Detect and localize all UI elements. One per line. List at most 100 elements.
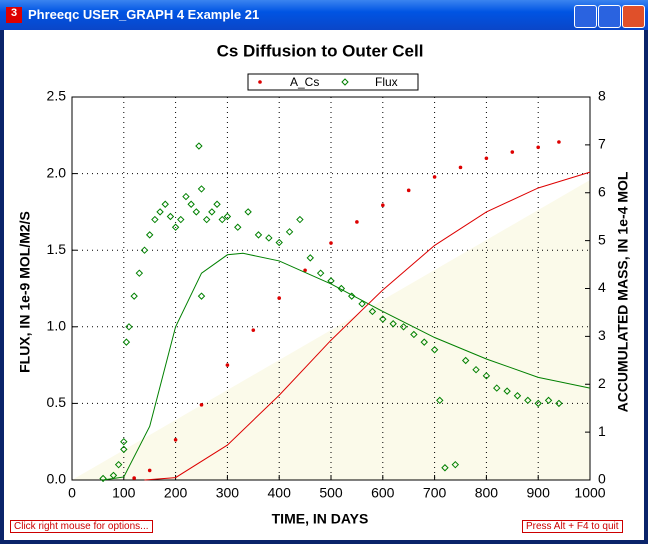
data-point xyxy=(140,246,149,254)
data-point xyxy=(251,328,256,332)
data-point xyxy=(223,212,232,221)
x-tick-label: 100 xyxy=(112,485,136,501)
x-tick-label: 500 xyxy=(319,485,343,501)
data-point xyxy=(493,384,501,392)
data-point xyxy=(458,165,463,170)
data-point xyxy=(389,320,397,328)
data-point xyxy=(358,300,366,308)
minimize-button[interactable] xyxy=(574,5,597,28)
hint-left: Click right mouse for options... xyxy=(10,520,153,533)
data-point xyxy=(265,234,273,242)
data-point xyxy=(461,356,470,365)
data-point xyxy=(114,460,123,469)
data-point xyxy=(195,142,203,150)
x-tick-label: 800 xyxy=(475,485,499,501)
y-tick-label: 2.5 xyxy=(47,88,67,104)
y-axis-label: FLUX, IN 1e-9 MOL/M2/S xyxy=(17,211,33,373)
legend-marker xyxy=(258,80,262,84)
x-axis-label: TIME, IN DAYS xyxy=(272,511,369,527)
y-tick-label: 2.0 xyxy=(47,164,67,180)
data-point xyxy=(544,396,553,405)
data-point xyxy=(147,468,152,473)
data-point xyxy=(534,399,542,408)
data-point xyxy=(234,223,242,231)
data-point xyxy=(503,387,511,395)
data-point xyxy=(202,215,211,224)
data-point xyxy=(99,474,107,483)
data-point xyxy=(145,231,154,239)
title-bar: 3 Phreeqc USER_GRAPH 4 Example 21 xyxy=(0,0,648,30)
data-point xyxy=(122,338,131,346)
data-point xyxy=(177,215,185,224)
data-point xyxy=(410,330,418,339)
y2-tick-label: 3 xyxy=(598,327,606,343)
chart: Cs Diffusion to Outer Cell TIME, IN DAYS… xyxy=(4,30,644,540)
data-point xyxy=(166,212,175,221)
data-point xyxy=(161,200,169,208)
x-tick-label: 600 xyxy=(371,485,395,501)
data-point xyxy=(337,284,346,293)
data-point xyxy=(536,145,540,150)
data-point xyxy=(275,238,283,247)
data-point xyxy=(472,365,480,374)
data-point xyxy=(406,188,411,193)
y2-tick-label: 4 xyxy=(598,279,606,295)
data-point xyxy=(213,200,221,208)
data-point xyxy=(482,372,491,380)
data-point xyxy=(225,363,230,367)
y-tick-label: 1.0 xyxy=(47,318,67,334)
y2-tick-label: 6 xyxy=(598,183,606,199)
x-tick-label: 1000 xyxy=(574,485,605,501)
data-point xyxy=(192,208,201,216)
x-tick-label: 300 xyxy=(216,485,240,501)
data-point xyxy=(244,208,252,216)
data-point xyxy=(420,338,428,346)
data-point xyxy=(208,208,216,216)
y2-tick-label: 1 xyxy=(598,423,606,439)
legend-label: Flux xyxy=(375,75,398,89)
maximize-button[interactable] xyxy=(598,5,621,28)
y-tick-label: 1.5 xyxy=(47,241,67,257)
data-point xyxy=(187,200,195,208)
close-button[interactable] xyxy=(622,5,645,28)
legend-label: A_Cs xyxy=(290,75,319,89)
data-point xyxy=(151,215,159,224)
y2-tick-label: 2 xyxy=(598,375,606,391)
data-point xyxy=(484,156,489,161)
data-point xyxy=(399,323,408,331)
y2-axis-label: ACCUMULATED MASS, IN 1e-4 MOL xyxy=(615,171,631,412)
data-point xyxy=(430,346,439,354)
data-point xyxy=(316,269,325,277)
data-point xyxy=(303,268,307,273)
data-point xyxy=(135,269,144,277)
data-point xyxy=(379,315,387,323)
y2-tick-label: 7 xyxy=(598,136,606,152)
x-tick-label: 400 xyxy=(268,485,292,501)
data-point xyxy=(197,292,206,300)
data-point xyxy=(555,399,563,408)
data-point xyxy=(296,215,304,224)
data-point xyxy=(171,223,180,231)
x-tick-label: 0 xyxy=(68,485,76,501)
data-point xyxy=(557,140,561,144)
y-tick-label: 0.0 xyxy=(47,471,67,487)
window-title: Phreeqc USER_GRAPH 4 Example 21 xyxy=(28,7,260,22)
background-shade xyxy=(72,180,590,480)
data-point xyxy=(329,241,333,245)
model-line xyxy=(144,171,591,481)
data-point xyxy=(199,403,204,407)
data-point xyxy=(441,464,449,472)
y-tick-label: 0.5 xyxy=(47,394,67,410)
data-point xyxy=(218,215,226,224)
data-point xyxy=(355,220,359,224)
y2-tick-label: 5 xyxy=(598,231,606,247)
x-tick-label: 900 xyxy=(527,485,551,501)
y2-tick-label: 0 xyxy=(598,471,606,487)
data-point xyxy=(368,307,377,316)
data-point xyxy=(524,396,532,405)
model-line xyxy=(103,252,591,481)
data-point xyxy=(432,175,437,179)
chart-title: Cs Diffusion to Outer Cell xyxy=(217,41,424,60)
data-point xyxy=(451,460,460,469)
